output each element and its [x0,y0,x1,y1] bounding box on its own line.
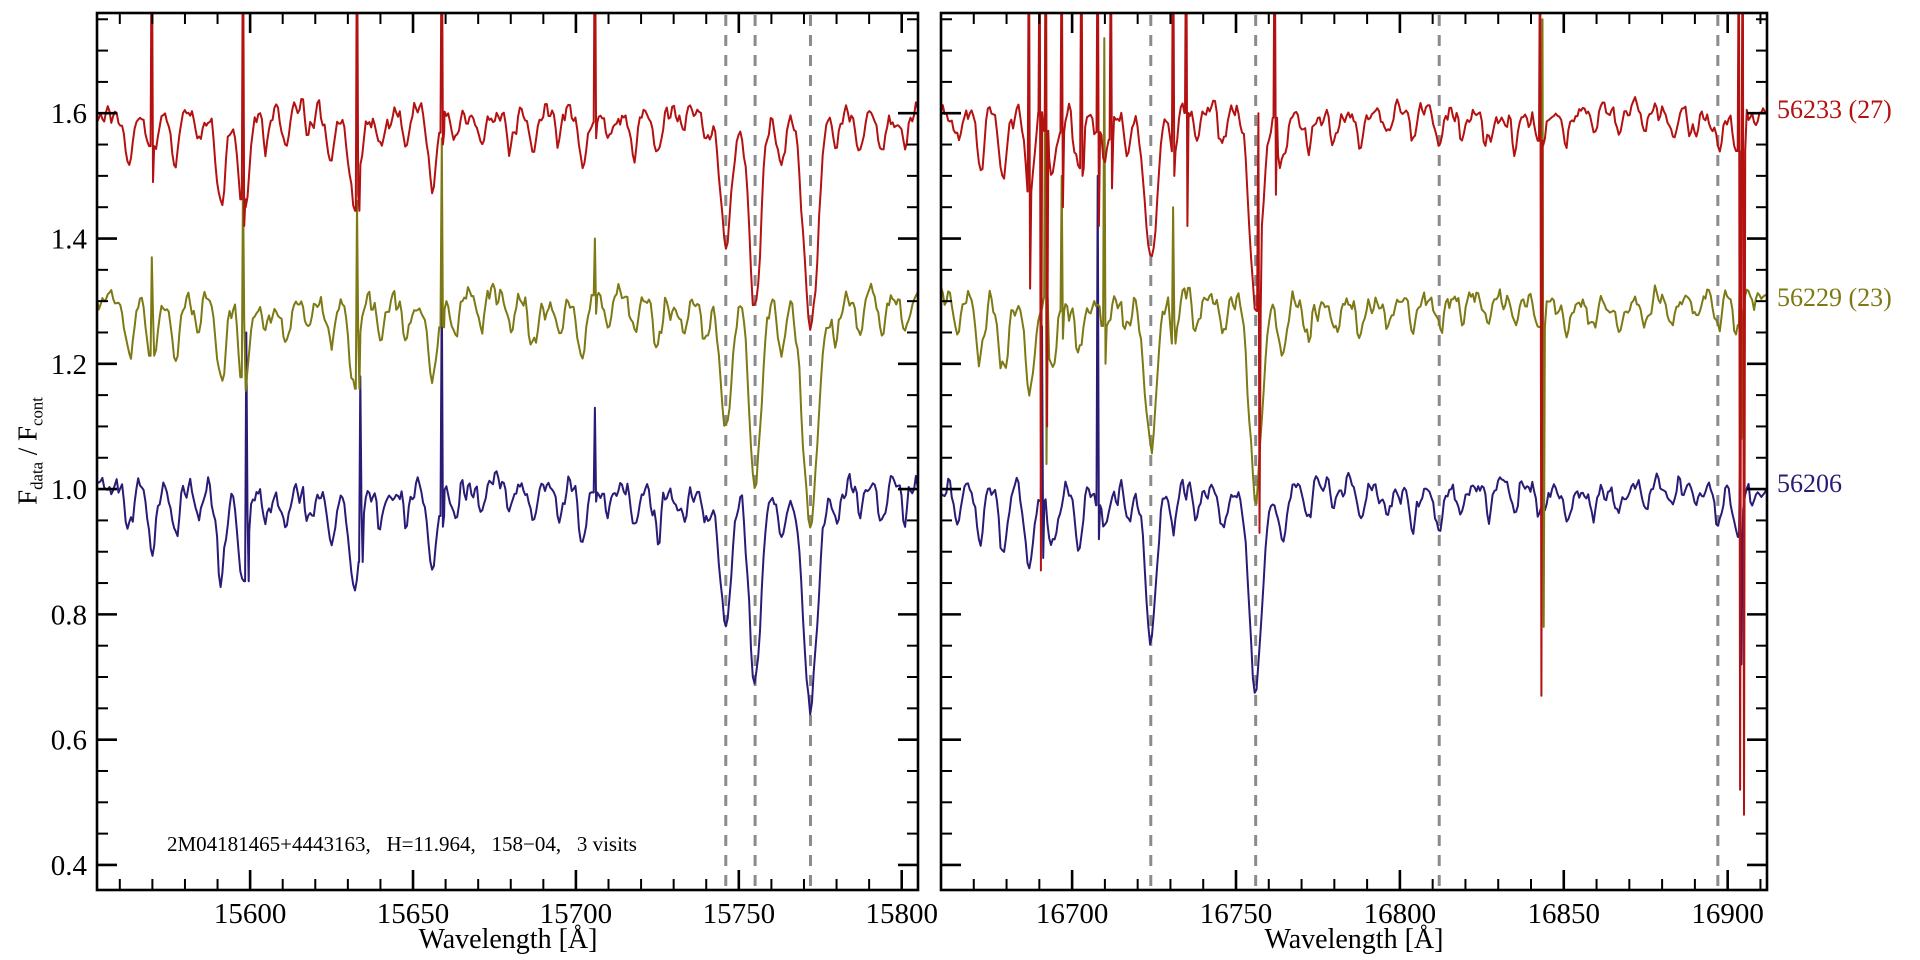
y-axis-title-sub-cont: cont [27,397,47,426]
y-tick-label: 0.8 [51,599,87,631]
spectrum-trace-56206-panel0 [98,281,917,716]
panel-frames [95,11,1769,892]
y-axis-title-sub-data: data [27,461,47,490]
spectrum-trace-56233-panel1 [942,14,1766,816]
y-tick-label: 1.4 [51,224,88,256]
axis-ticks [97,13,1767,890]
reference-lines [724,15,1720,888]
y-tick-label: 1.2 [51,349,87,381]
y-tick-label: 0.4 [51,850,88,882]
x-axis-title-left: Wavelength [Å] [418,924,598,955]
spectrum-trace-56233-panel0 [98,14,917,331]
visit-label-56229: 56229 (23) [1777,283,1892,312]
spectrum-trace-56206-panel1 [942,174,1766,694]
x-tick-label: 15700 [540,898,613,930]
right-panel-frame [939,11,1769,892]
y-axis-title-f: F [12,489,43,505]
x-tick-label: 15600 [214,898,287,930]
visit-label-56206: 56206 [1777,469,1842,498]
x-tick-label: 16850 [1528,898,1601,930]
x-axis-title-right: Wavelength [Å] [1264,924,1444,955]
y-axis-title-sep: / F [12,425,43,462]
x-tick-label: 16900 [1691,898,1764,930]
x-tick-label: 15750 [703,898,776,930]
spectra-traces [98,14,1766,816]
left-panel-frame [95,11,920,892]
x-tick-label: 16750 [1200,898,1273,930]
x-tick-label: 15650 [377,898,450,930]
tick-labels: 15600 15650 15700 15750 15800 16700 16750 16800… [51,98,1764,930]
spectrum-trace-56229-panel1 [942,14,1766,628]
x-tick-label: 15800 [865,898,938,930]
x-tick-label: 16800 [1364,898,1437,930]
spectrum-trace-56229-panel0 [98,137,917,529]
y-tick-label: 1.6 [51,98,87,130]
y-tick-label: 1.0 [51,474,87,506]
x-tick-label: 16700 [1036,898,1109,930]
target-annotation: 2M04181465+4443163, H=11.964, 158−04, 3 … [167,832,637,856]
visit-label-56233: 56233 (27) [1777,95,1892,124]
y-tick-label: 0.6 [51,725,87,757]
y-axis-title: Fdata / Fcont [12,397,47,505]
